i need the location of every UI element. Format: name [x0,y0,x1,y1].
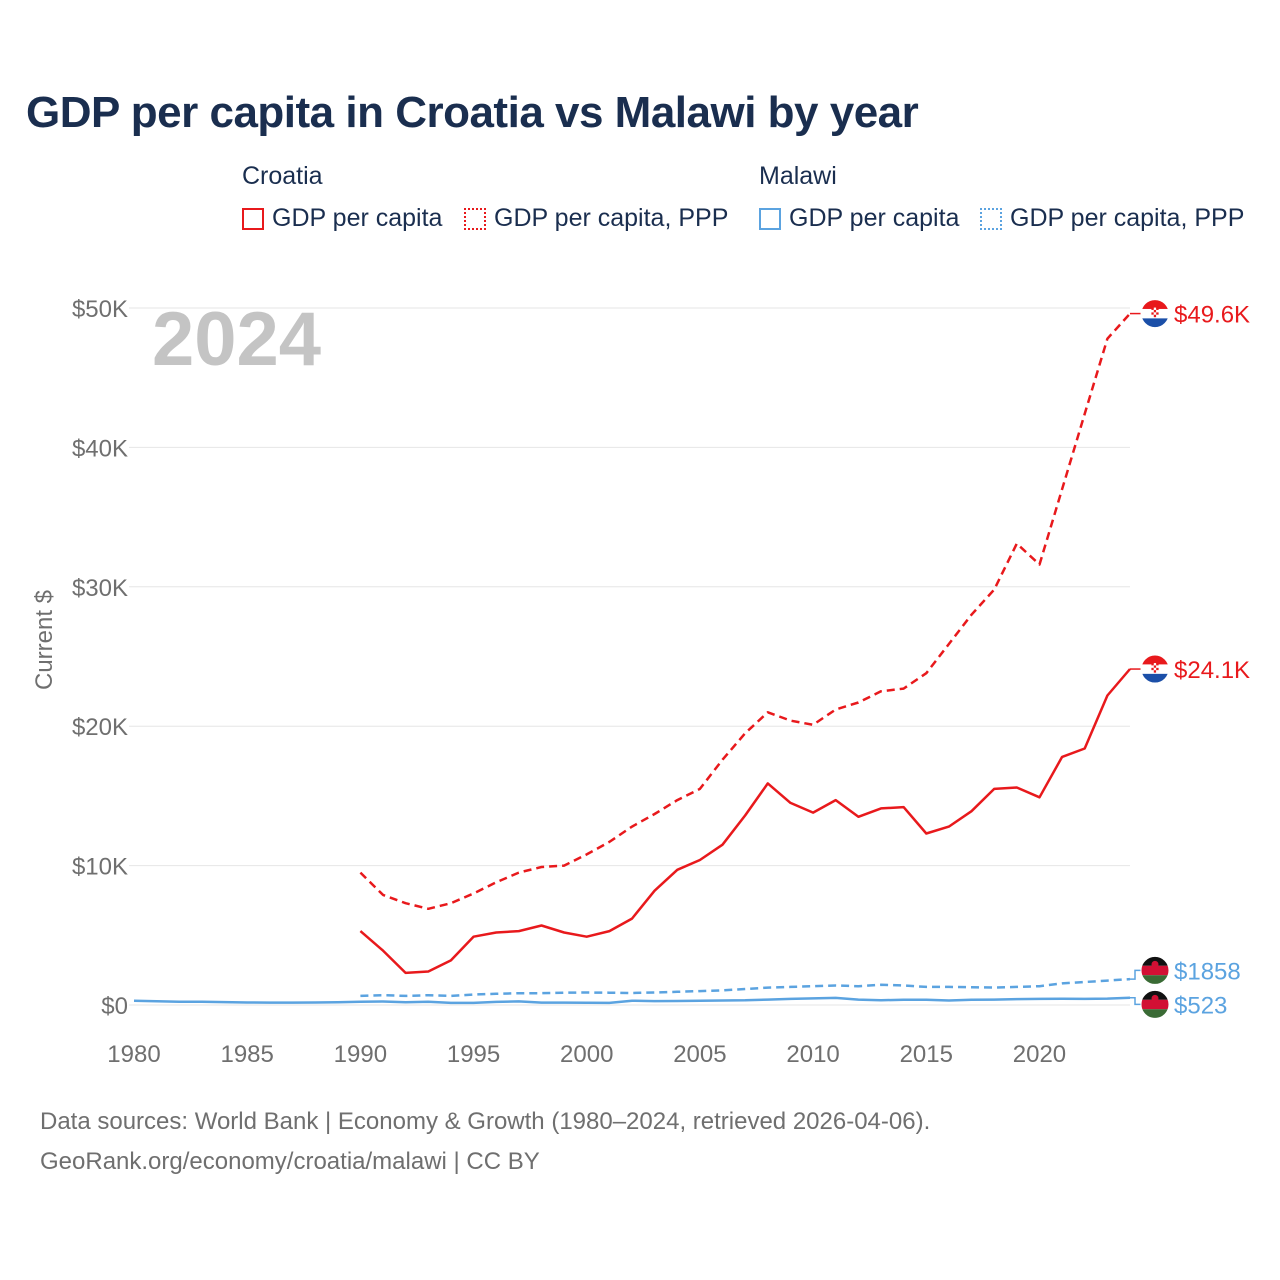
end-connector [1130,969,1141,980]
footer-sources: Data sources: World Bank | Economy & Gro… [40,1108,931,1135]
footer-attribution: GeoRank.org/economy/croatia/malawi | CC … [40,1148,540,1175]
y-tick-label: $20K [72,714,128,741]
y-tick-label: $30K [72,575,128,602]
legend-label: GDP per capita [789,204,960,232]
series-line-croatia-gdp-per-capita-ppp [359,312,1131,911]
x-tick-label: 2010 [786,1041,839,1068]
malawi-flag-icon [1140,955,1170,985]
legend-item-croatia-gdp[interactable]: GDP per capita [242,204,442,233]
series-line-croatia-gdp-per-capita [359,668,1131,975]
legend-item-croatia-gdp-ppp[interactable]: GDP per capita, PPP [464,204,728,233]
legend-swatch-dotted-red [464,207,486,230]
y-tick-label: $40K [72,435,128,462]
y-tick-label: $10K [72,854,128,881]
end-value-label: $1858 [1174,958,1241,985]
x-tick-label: 2015 [900,1041,953,1068]
legend-group-croatia: Croatia [242,162,323,190]
y-tick-label: $0 [101,993,128,1020]
x-tick-label: 1985 [220,1041,273,1068]
end-value-label: $523 [1174,992,1227,1019]
legend-group-malawi: Malawi [759,162,837,190]
legend-label: GDP per capita, PPP [494,204,729,232]
end-connector [1130,996,1141,1006]
series-line-malawi-gdp-per-capita [133,996,1131,1005]
x-tick-label: 2005 [673,1041,726,1068]
legend-label: GDP per capita, PPP [1010,204,1245,232]
legend-item-malawi-gdp-ppp[interactable]: GDP per capita, PPP [980,204,1244,233]
legend-label: GDP per capita [272,204,443,232]
legend-swatch-solid-blue [759,207,781,230]
end-value-label: $49.6K [1174,302,1250,329]
y-axis-label: Current $ [31,590,58,690]
legend-swatch-dotted-blue [980,207,1002,230]
year-watermark: 2024 [152,297,322,382]
legend-swatch-solid-red [242,207,264,230]
y-tick-label: $50K [72,296,128,323]
chart-title: GDP per capita in Croatia vs Malawi by y… [26,88,919,137]
series-line-malawi-gdp-per-capita-ppp [360,977,1131,998]
x-tick-label: 2020 [1013,1041,1066,1068]
x-tick-label: 1980 [107,1041,160,1068]
x-tick-label: 2000 [560,1041,613,1068]
x-tick-label: 1990 [334,1041,387,1068]
x-tick-label: 1995 [447,1041,500,1068]
end-value-label: $24.1K [1174,657,1250,684]
malawi-flag-icon [1140,989,1170,1019]
legend-item-malawi-gdp[interactable]: GDP per capita [759,204,959,233]
croatia-flag-icon [1140,299,1170,329]
croatia-flag-icon [1140,654,1170,684]
